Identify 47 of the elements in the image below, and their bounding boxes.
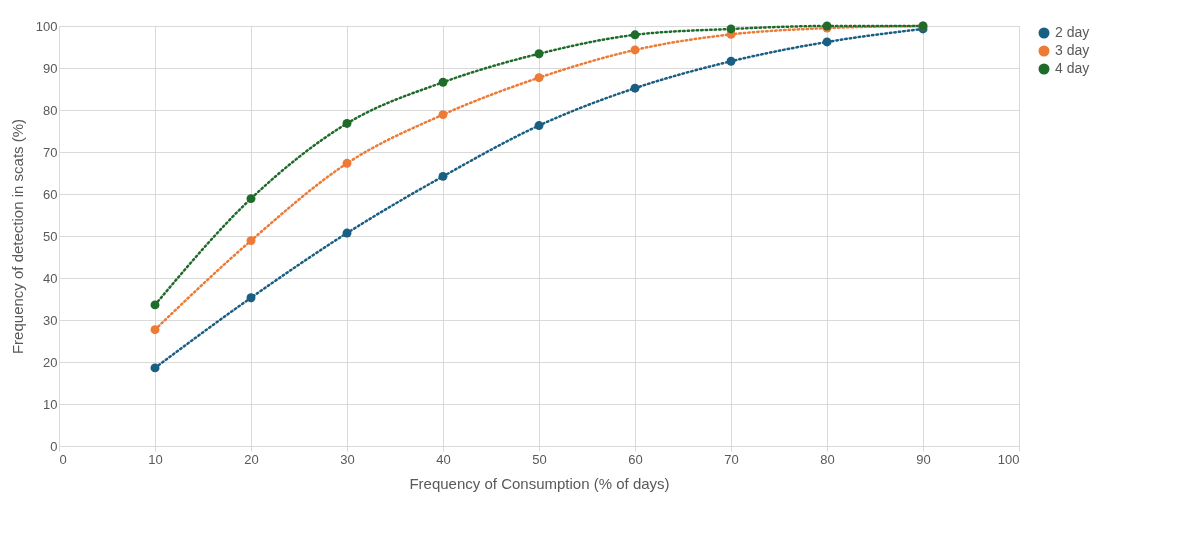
x-tick-label: 20 — [244, 451, 259, 467]
point — [342, 118, 352, 128]
x-tick-label: 60 — [628, 451, 643, 467]
legend-label: 2 day — [1055, 24, 1090, 40]
point — [630, 45, 640, 55]
y-tick-label: 40 — [43, 270, 58, 286]
point — [438, 110, 448, 120]
point — [534, 73, 544, 83]
x-tick-label: 40 — [436, 451, 451, 467]
point — [630, 30, 640, 40]
point — [534, 121, 544, 130]
point — [630, 83, 640, 93]
y-tick-label: 60 — [43, 186, 58, 202]
x-tick-label: 90 — [916, 451, 931, 467]
y-tick-label: 50 — [43, 228, 58, 244]
point — [150, 363, 160, 373]
y-tick-label: 0 — [50, 438, 58, 454]
point — [438, 171, 448, 181]
x-tick-label: 30 — [340, 451, 355, 467]
y-tick-label: 30 — [43, 312, 58, 328]
point — [726, 56, 736, 66]
point — [246, 194, 256, 204]
y-tick-label: 20 — [43, 354, 58, 370]
y-tick-label: 10 — [43, 396, 58, 412]
point — [726, 24, 736, 34]
point — [246, 293, 256, 303]
legend-label: 3 day — [1055, 42, 1090, 58]
x-tick-label: 50 — [532, 451, 547, 467]
point — [342, 228, 352, 238]
point — [534, 49, 544, 59]
y-tick-label: 90 — [43, 60, 58, 76]
x-tick-label: 80 — [820, 451, 835, 467]
point — [150, 300, 160, 310]
x-axis-title: Frequency of Consumption (% of days) — [409, 474, 670, 492]
y-tick-label: 70 — [43, 144, 58, 160]
point — [822, 37, 832, 47]
x-tick-label: 10 — [148, 451, 163, 467]
y-axis-title: Frequency of detection in scats (%) — [8, 118, 26, 355]
x-tick-label: 100 — [997, 451, 1020, 467]
point — [438, 77, 448, 87]
legend-label: 4 day — [1055, 60, 1090, 76]
point — [342, 158, 352, 168]
y-tick-label: 100 — [35, 18, 58, 34]
y-tick-label: 80 — [43, 102, 58, 118]
point — [150, 325, 160, 335]
x-tick-label: 70 — [724, 451, 739, 467]
point — [246, 236, 256, 246]
